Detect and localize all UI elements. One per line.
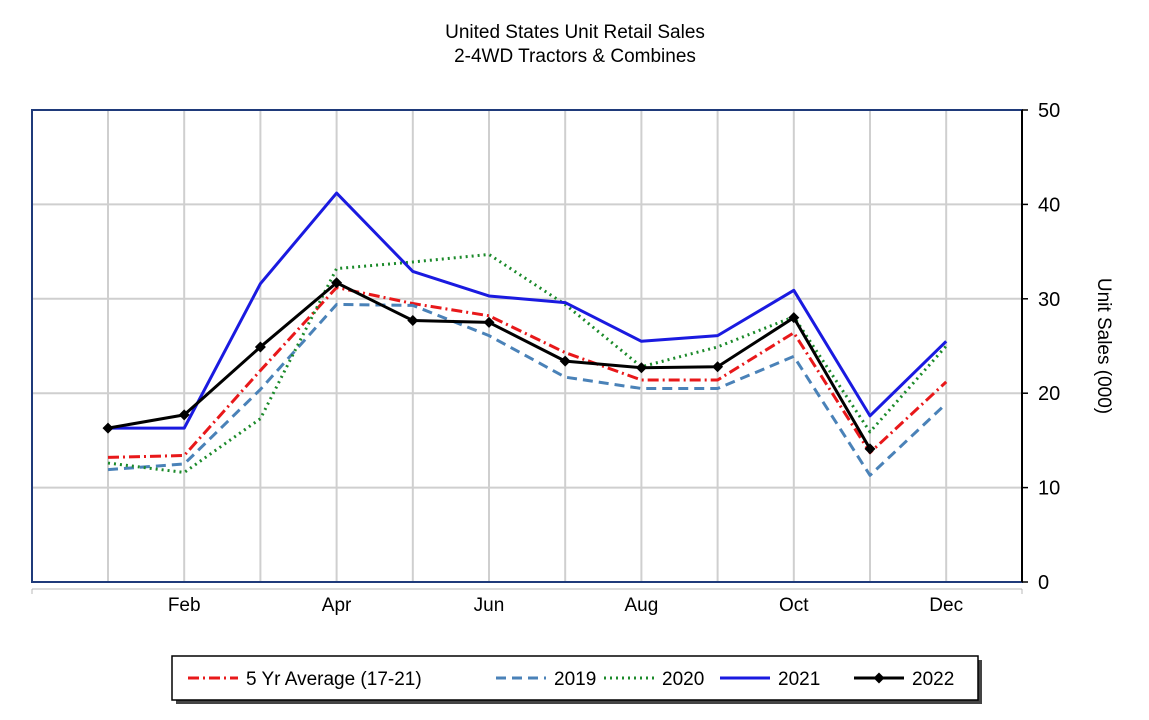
data-point-marker (407, 315, 419, 327)
data-point-marker (559, 355, 571, 367)
legend-label: 2020 (662, 669, 704, 690)
y-tick-label: 10 (1038, 478, 1060, 500)
x-tick-label: Apr (322, 595, 352, 616)
data-point-marker (254, 341, 266, 353)
series-line (107, 285, 948, 459)
series-lines (102, 191, 948, 477)
legend-label: 2021 (778, 669, 820, 690)
data-point-marker (788, 312, 800, 324)
series-line (108, 191, 948, 430)
legend: 5 Yr Average (17-21) 2019 2020 2021 2022 (171, 655, 982, 704)
axes: 0 10 20 30 40 50 Feb Apr Jun Aug Oct Dec (31, 100, 1060, 616)
y-tick-label: 20 (1038, 383, 1060, 405)
data-point-marker (178, 409, 190, 421)
series-2021 (108, 191, 948, 430)
y-tick-label: 40 (1038, 194, 1060, 216)
data-point-marker (712, 361, 724, 373)
data-point-marker (102, 422, 114, 434)
data-point-marker (635, 362, 647, 374)
y-axis-label: Unit Sales (000) (1093, 278, 1114, 414)
chart-title: United States Unit Retail Sales (445, 22, 705, 43)
legend-label: 5 Yr Average (17-21) (246, 669, 422, 690)
x-tick-label: Aug (624, 595, 658, 616)
x-tick-label: Jun (474, 595, 505, 616)
y-tick-label: 0 (1038, 572, 1049, 594)
series-line (107, 302, 948, 477)
x-tick-label: Dec (929, 595, 963, 616)
legend-label: 2022 (912, 669, 954, 690)
series-line (107, 252, 948, 474)
x-tick-label: Oct (779, 595, 809, 616)
series-2022 (102, 277, 876, 455)
legend-box (171, 655, 979, 701)
legend-label: 2019 (554, 669, 596, 690)
plot-area-border (31, 109, 1023, 583)
series-5-yr-average-17-21 (107, 285, 948, 459)
data-point-marker (331, 277, 343, 289)
y-tick-label: 50 (1038, 100, 1060, 122)
series-2020 (107, 252, 948, 474)
series-2019 (107, 302, 948, 477)
data-point-marker (483, 316, 495, 328)
x-tick-label: Feb (168, 595, 201, 616)
grid-lines (32, 110, 1022, 582)
chart-subtitle: 2-4WD Tractors & Combines (454, 46, 696, 67)
data-point-marker (864, 443, 876, 455)
y-tick-label: 30 (1038, 289, 1060, 311)
legend-marker (873, 672, 885, 684)
